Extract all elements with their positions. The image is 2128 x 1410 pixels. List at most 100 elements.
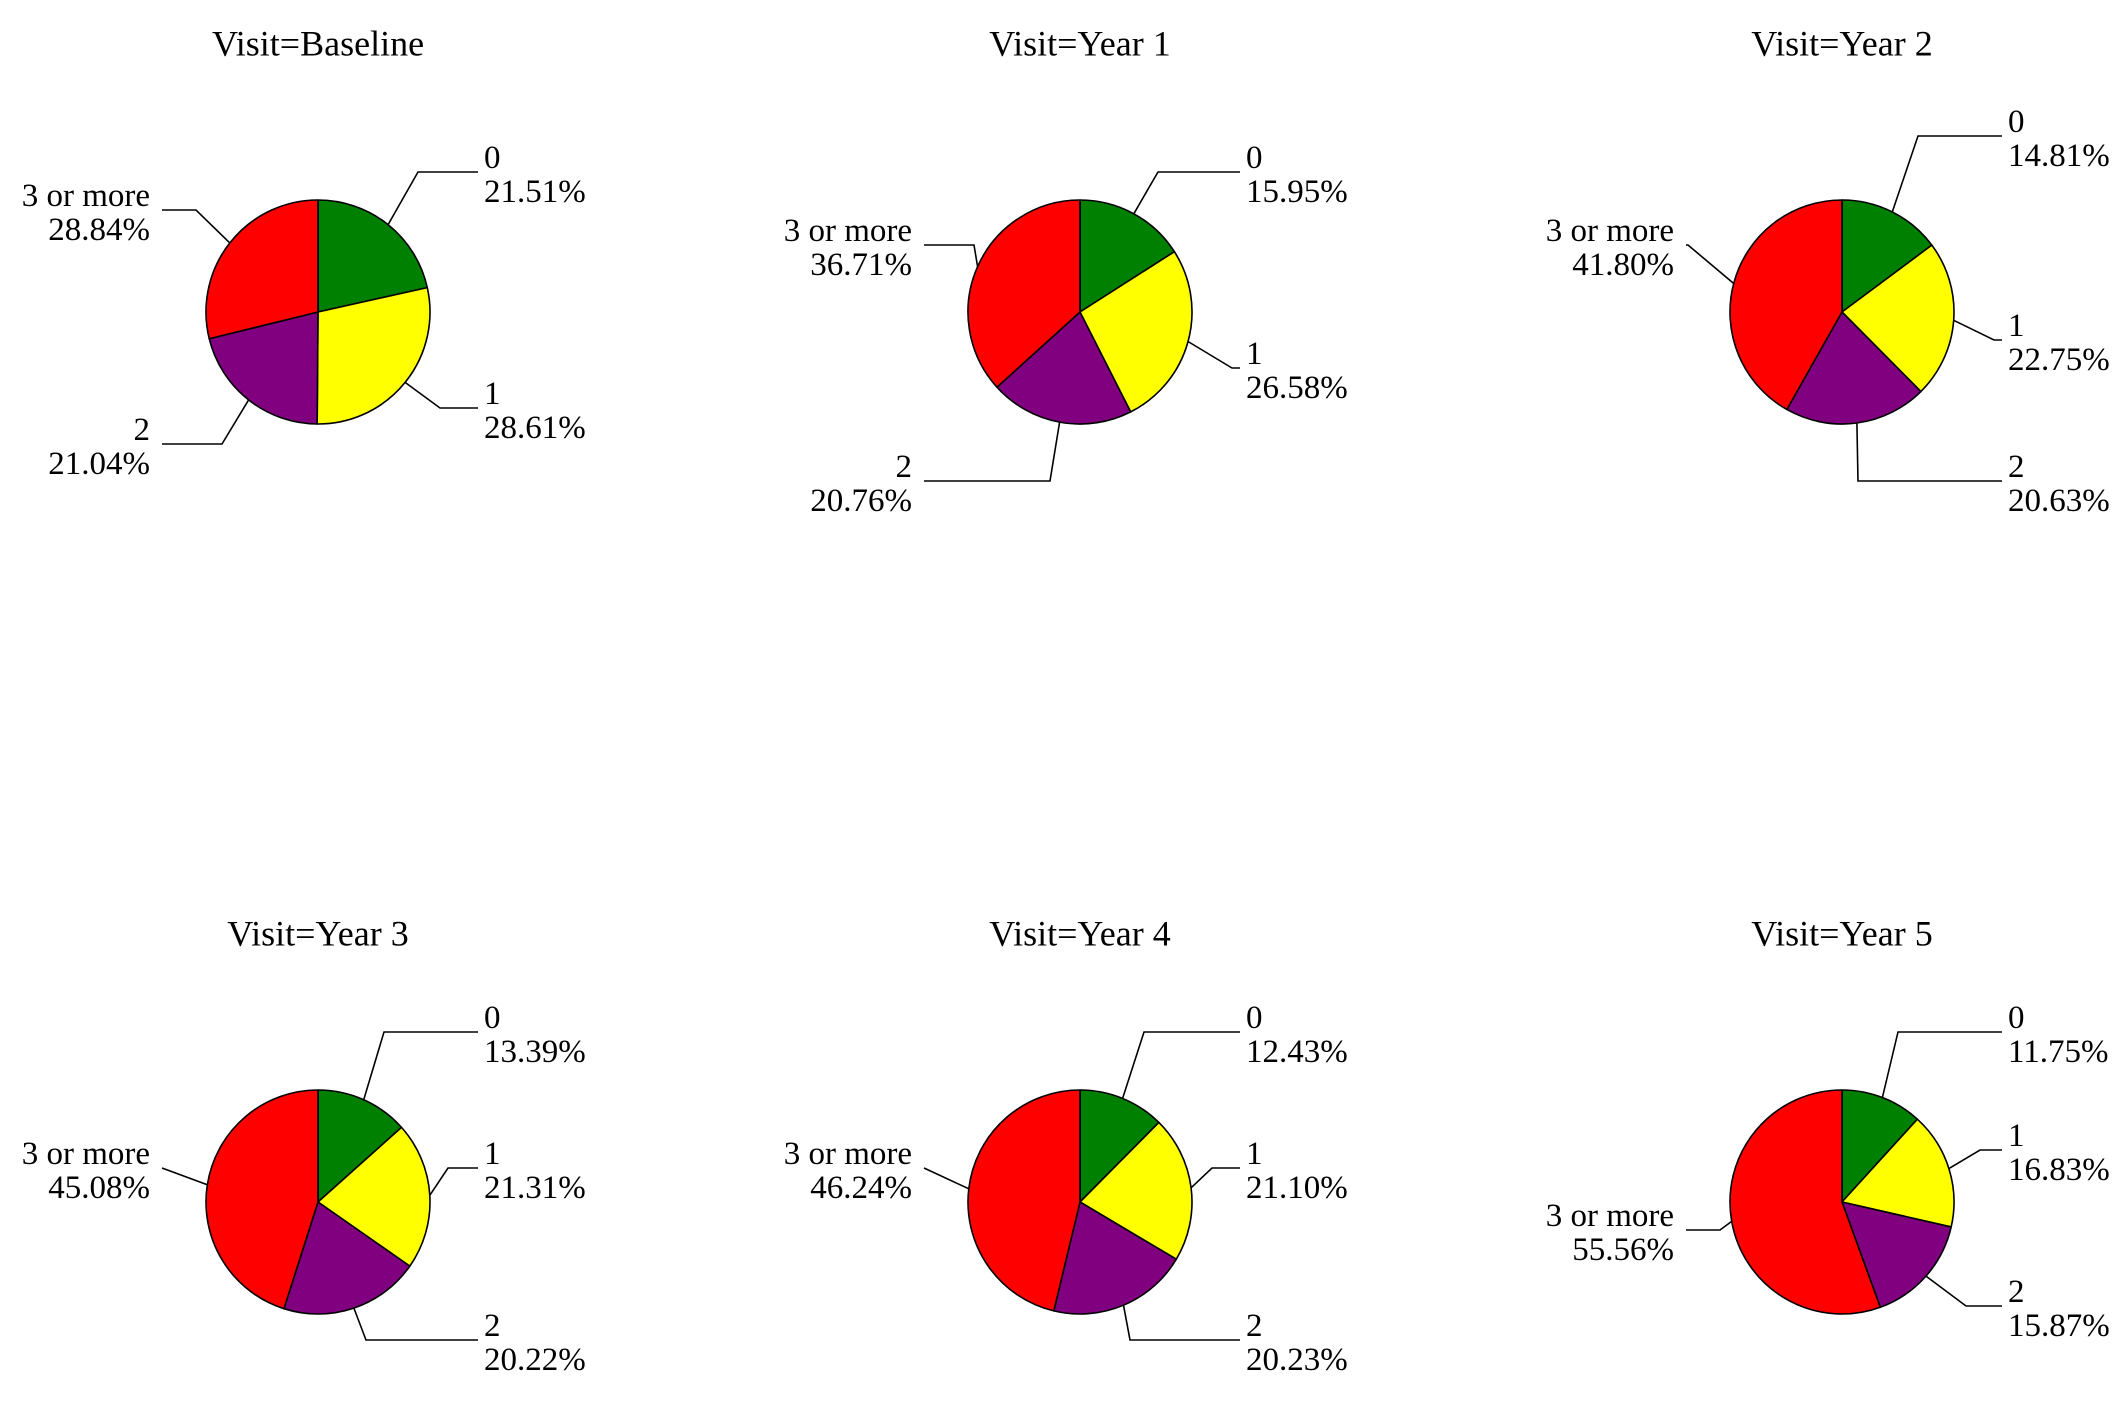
slice-category-label: 3 or more: [22, 178, 150, 214]
slice-0: [317, 199, 429, 313]
leader-line-3-or-more: [1686, 244, 1735, 285]
slice-category-label: 2: [484, 1308, 501, 1344]
leader-line-1: [1953, 319, 2002, 341]
slice-1: [1841, 1118, 1955, 1228]
slice-category-label: 0: [484, 140, 501, 176]
slice-2: [1052, 1201, 1178, 1315]
slice-2: [1786, 311, 1922, 425]
slice-category-label: 1: [484, 1136, 501, 1172]
slice-1: [1079, 1121, 1193, 1260]
panel-title: Visit=Baseline: [212, 24, 424, 64]
slice-percent-label: 13.39%: [484, 1034, 586, 1070]
slice-0: [317, 1089, 403, 1203]
slice-percent-label: 36.71%: [810, 247, 912, 283]
slice-category-label: 0: [1246, 1000, 1263, 1036]
leader-line-0: [1121, 1031, 1240, 1099]
slice-category-label: 2: [2008, 1274, 2025, 1310]
slice-percent-label: 45.08%: [48, 1170, 150, 1206]
slice-0: [1079, 1089, 1160, 1203]
slice-category-label: 0: [484, 1000, 501, 1036]
slice-category-label: 2: [1246, 1308, 1263, 1344]
slice-percent-label: 16.83%: [2008, 1152, 2110, 1188]
slice-0: [1079, 199, 1176, 313]
pie-panel-visit-year-3: Visit=Year 3 013.39% 121.31% 220.22% 3 or mo…: [22, 914, 586, 1378]
slice-0: [1841, 1089, 1919, 1203]
slice-category-label: 0: [2008, 1000, 2025, 1036]
slice-percent-label: 21.04%: [48, 446, 150, 482]
slice-percent-label: 55.56%: [1572, 1232, 1674, 1268]
leader-line-2: [924, 421, 1061, 482]
pie-panel-visit-year-2: Visit=Year 2 014.81% 122.75% 220.63% 3 or mo…: [1546, 24, 2110, 519]
slice-percent-label: 21.31%: [484, 1170, 586, 1206]
slice-percent-label: 21.10%: [1246, 1170, 1348, 1206]
leader-line-1: [1190, 1167, 1240, 1189]
panel-title: Visit=Year 5: [1751, 914, 1933, 954]
slice-percent-label: 22.75%: [2008, 342, 2110, 378]
slice-category-label: 0: [2008, 104, 2025, 140]
slice-3-or-more: [967, 1089, 1081, 1312]
pie-panel-visit-baseline: Visit=Baseline 021.51% 128.61% 221.04% 3 or …: [22, 24, 586, 482]
leader-line-1: [1187, 340, 1240, 369]
slice-2: [996, 311, 1132, 425]
slice-3-or-more: [205, 199, 319, 340]
slice-3-or-more: [1729, 1089, 1882, 1315]
slice-category-label: 3 or more: [1546, 1198, 1674, 1234]
slice-percent-label: 41.80%: [1572, 247, 1674, 283]
leader-line-2: [1856, 422, 2002, 482]
slice-percent-label: 21.51%: [484, 174, 586, 210]
slice-category-label: 2: [134, 412, 151, 448]
leader-line-1: [1948, 1149, 2002, 1170]
slice-percent-label: 14.81%: [2008, 138, 2110, 174]
leader-line-2: [162, 399, 250, 445]
leader-line-0: [1881, 1031, 2002, 1098]
slice-category-label: 3 or more: [784, 1136, 912, 1172]
leader-line-0: [362, 1031, 478, 1101]
pie-panel-visit-year-5: Visit=Year 5 011.75% 116.83% 215.87% 3 or mo…: [1546, 914, 2110, 1344]
slice-percent-label: 15.87%: [2008, 1308, 2110, 1344]
slice-category-label: 1: [2008, 308, 2025, 344]
pie-panel-visit-year-4: Visit=Year 4 012.43% 121.10% 220.23% 3 or mo…: [784, 914, 1348, 1378]
leader-line-3-or-more: [924, 244, 979, 267]
slice-2: [283, 1201, 411, 1315]
leader-line-2: [1122, 1305, 1240, 1341]
panel-title: Visit=Year 2: [1751, 24, 1933, 64]
slice-percent-label: 20.76%: [810, 483, 912, 519]
leader-line-2: [353, 1307, 478, 1341]
leader-line-1: [404, 381, 478, 409]
slice-category-label: 2: [2008, 449, 2025, 485]
leader-line-3-or-more: [161, 1167, 208, 1186]
slice-category-label: 0: [1246, 140, 1263, 176]
panel-title: Visit=Year 3: [227, 914, 409, 954]
slice-3-or-more: [205, 1089, 319, 1310]
panel-title: Visit=Year 1: [989, 24, 1171, 64]
leader-line-3-or-more: [923, 1167, 970, 1190]
slice-category-label: 1: [484, 376, 501, 412]
leader-line-3-or-more: [1686, 1220, 1733, 1231]
slice-percent-label: 26.58%: [1246, 370, 1348, 406]
slice-category-label: 1: [1246, 336, 1263, 372]
slice-category-label: 2: [896, 449, 913, 485]
slice-percent-label: 20.63%: [2008, 483, 2110, 519]
slice-category-label: 3 or more: [22, 1136, 150, 1172]
pie-panel-visit-year-1: Visit=Year 1 015.95% 126.58% 220.76% 3 or mo…: [784, 24, 1348, 519]
slice-1: [1841, 244, 1955, 393]
slice-1: [316, 286, 431, 425]
leader-line-0: [387, 171, 478, 225]
slice-category-label: 3 or more: [784, 213, 912, 249]
slice-percent-label: 46.24%: [810, 1170, 912, 1206]
slice-2: [208, 311, 319, 425]
leader-line-0: [1133, 171, 1240, 215]
slice-percent-label: 28.61%: [484, 410, 586, 446]
slice-percent-label: 15.95%: [1246, 174, 1348, 210]
slice-0: [1841, 199, 1933, 313]
slice-category-label: 3 or more: [1546, 213, 1674, 249]
slice-percent-label: 11.75%: [2008, 1034, 2109, 1070]
slice-percent-label: 28.84%: [48, 212, 150, 248]
leader-line-2: [1925, 1275, 2002, 1307]
panel-title: Visit=Year 4: [989, 914, 1171, 954]
slice-percent-label: 12.43%: [1246, 1034, 1348, 1070]
slice-2: [1841, 1201, 1952, 1309]
slice-percent-label: 20.22%: [484, 1342, 586, 1378]
leader-line-1: [429, 1167, 478, 1196]
